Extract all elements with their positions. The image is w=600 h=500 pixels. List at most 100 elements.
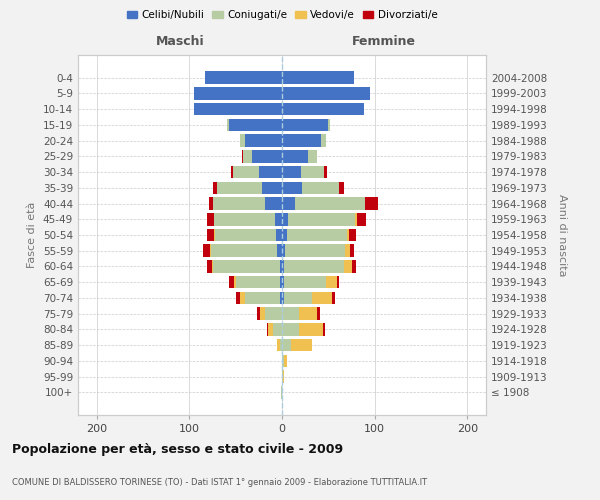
- Bar: [287, 228, 347, 241]
- Bar: [243, 150, 253, 162]
- Y-axis label: Fasce di età: Fasce di età: [28, 202, 37, 268]
- Bar: [282, 323, 299, 336]
- Bar: [284, 292, 311, 304]
- Bar: [257, 308, 260, 320]
- Bar: [282, 354, 284, 367]
- Bar: [209, 244, 211, 257]
- Bar: [217, 182, 262, 194]
- Bar: [281, 386, 282, 398]
- Bar: [282, 244, 285, 257]
- Bar: [280, 276, 282, 288]
- Bar: [215, 228, 277, 241]
- Bar: [245, 134, 282, 147]
- Bar: [214, 260, 280, 273]
- Bar: [207, 260, 212, 273]
- Bar: [212, 260, 214, 273]
- Bar: [323, 323, 325, 336]
- Bar: [345, 244, 350, 257]
- Text: COMUNE DI BALDISSERO TORINESE (TO) - Dati ISTAT 1° gennaio 2009 - Elaborazione T: COMUNE DI BALDISSERO TORINESE (TO) - Dat…: [12, 478, 427, 487]
- Bar: [337, 276, 338, 288]
- Bar: [282, 103, 364, 116]
- Bar: [214, 228, 215, 241]
- Bar: [311, 292, 332, 304]
- Bar: [282, 134, 321, 147]
- Y-axis label: Anni di nascita: Anni di nascita: [557, 194, 567, 276]
- Bar: [344, 260, 352, 273]
- Bar: [282, 292, 284, 304]
- Bar: [282, 276, 284, 288]
- Bar: [209, 197, 214, 210]
- Bar: [233, 166, 259, 178]
- Bar: [308, 150, 317, 162]
- Bar: [242, 150, 243, 162]
- Bar: [214, 182, 217, 194]
- Bar: [340, 182, 344, 194]
- Bar: [282, 260, 284, 273]
- Bar: [284, 276, 326, 288]
- Bar: [285, 244, 345, 257]
- Bar: [236, 276, 280, 288]
- Bar: [194, 103, 282, 116]
- Bar: [283, 370, 284, 383]
- Bar: [324, 166, 328, 178]
- Legend: Celibi/Nubili, Coniugati/e, Vedovi/e, Divorziati/e: Celibi/Nubili, Coniugati/e, Vedovi/e, Di…: [122, 6, 442, 25]
- Bar: [214, 197, 265, 210]
- Bar: [347, 228, 349, 241]
- Bar: [277, 339, 280, 351]
- Bar: [236, 292, 240, 304]
- Bar: [321, 134, 326, 147]
- Text: Maschi: Maschi: [155, 35, 205, 48]
- Bar: [302, 182, 340, 194]
- Bar: [234, 276, 236, 288]
- Bar: [231, 166, 233, 178]
- Bar: [282, 197, 295, 210]
- Bar: [260, 308, 265, 320]
- Bar: [299, 308, 317, 320]
- Bar: [229, 118, 282, 131]
- Bar: [245, 292, 280, 304]
- Bar: [280, 260, 282, 273]
- Bar: [277, 228, 282, 241]
- Bar: [365, 197, 377, 210]
- Bar: [277, 244, 282, 257]
- Bar: [352, 260, 356, 273]
- Bar: [282, 213, 289, 226]
- Bar: [280, 292, 282, 304]
- Bar: [240, 134, 245, 147]
- Bar: [229, 276, 234, 288]
- Bar: [207, 228, 214, 241]
- Bar: [211, 244, 277, 257]
- Bar: [262, 182, 282, 194]
- Bar: [253, 150, 282, 162]
- Bar: [282, 166, 301, 178]
- Bar: [282, 72, 355, 84]
- Bar: [282, 339, 291, 351]
- Bar: [227, 118, 229, 131]
- Bar: [355, 213, 357, 226]
- Bar: [289, 213, 355, 226]
- Bar: [291, 339, 311, 351]
- Bar: [267, 323, 268, 336]
- Bar: [295, 197, 365, 210]
- Bar: [284, 354, 287, 367]
- Bar: [357, 213, 367, 226]
- Bar: [203, 244, 209, 257]
- Bar: [332, 292, 335, 304]
- Bar: [205, 72, 282, 84]
- Bar: [273, 323, 282, 336]
- Bar: [214, 213, 275, 226]
- Bar: [265, 308, 282, 320]
- Bar: [317, 308, 320, 320]
- Bar: [326, 276, 337, 288]
- Bar: [268, 323, 273, 336]
- Bar: [275, 213, 282, 226]
- Bar: [207, 213, 214, 226]
- Text: Popolazione per età, sesso e stato civile - 2009: Popolazione per età, sesso e stato civil…: [12, 442, 343, 456]
- Text: Femmine: Femmine: [352, 35, 416, 48]
- Bar: [259, 166, 282, 178]
- Bar: [194, 87, 282, 100]
- Bar: [349, 228, 356, 241]
- Bar: [282, 228, 287, 241]
- Bar: [328, 118, 330, 131]
- Bar: [282, 150, 308, 162]
